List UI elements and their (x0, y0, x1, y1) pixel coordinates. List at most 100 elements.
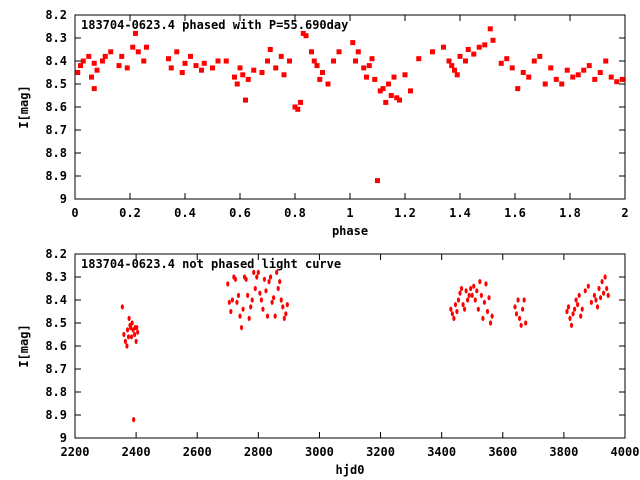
phased-data-point (91, 86, 97, 92)
phased-plot-frame (74, 14, 626, 200)
phased-data-point (80, 58, 86, 64)
phased-data-point (463, 58, 468, 64)
phased-data-point (166, 56, 171, 62)
unphased-data-point (487, 295, 491, 301)
unphased-chart-panel: 183704-0623.4 not phased light curve 8.2… (17, 247, 639, 477)
unphased-data-point (597, 285, 601, 292)
unphased-data-point (132, 331, 137, 338)
phased-chart-panel: 183704-0623.4 phased with P=55.690day 8.… (17, 8, 629, 238)
phased-data-point (201, 60, 207, 66)
phased-data-point (402, 72, 408, 78)
unphased-y-tick-label: 8.8 (45, 385, 67, 399)
phased-y-tick-label: 8.6 (45, 100, 67, 114)
phased-data-point (452, 67, 457, 73)
unphased-data-point (583, 288, 587, 294)
unphased-data-point (566, 304, 571, 310)
phased-data-point (215, 58, 221, 64)
phased-x-tick-label: 1.8 (559, 206, 581, 220)
unphased-data-point (524, 320, 528, 326)
phased-y-tick-label: 9 (60, 192, 67, 206)
phased-y-tick-label: 8.5 (45, 77, 67, 91)
phased-data-point (325, 81, 331, 87)
unphased-data-point (230, 297, 234, 303)
unphased-x-tick-label: 3600 (488, 445, 517, 459)
unphased-data-point (120, 304, 124, 310)
phased-x-tick-label: 1.2 (394, 206, 416, 220)
phased-data-point (383, 99, 389, 105)
phased-data-point (309, 49, 314, 55)
phased-data-point (397, 97, 402, 103)
phased-data-point (245, 76, 251, 82)
phased-data-point (490, 37, 496, 43)
phased-data-point (482, 42, 488, 48)
phased-data-point (476, 44, 482, 50)
phased-data-point (232, 74, 237, 80)
unphased-x-ticks: 2200 2400 2600 2800 3000 3200 3400 3600 3800 4000 (61, 254, 640, 459)
phased-data-point (251, 67, 257, 73)
phased-data-point (174, 49, 180, 55)
unphased-data-point (253, 285, 257, 292)
phased-data-point (243, 97, 248, 103)
unphased-data-point (517, 315, 522, 321)
phased-data-point (355, 49, 361, 55)
unphased-data-point (284, 311, 288, 317)
phased-data-point (350, 40, 356, 46)
phased-data-point (465, 47, 471, 52)
phased-data-point (353, 58, 358, 64)
phased-data-point (320, 70, 325, 75)
phased-data-point (366, 63, 372, 69)
unphased-data-point (577, 292, 581, 298)
unphased-data-point (279, 297, 283, 303)
phased-data-point (592, 76, 598, 82)
unphased-data-point (262, 276, 267, 282)
phased-x-tick-label: 0.2 (119, 206, 141, 220)
unphased-data-point (576, 302, 580, 308)
unphased-x-tick-label: 4000 (611, 445, 640, 459)
phased-y-tick-label: 8.7 (45, 123, 67, 137)
unphased-data-point (282, 315, 286, 321)
unphased-x-tick-label: 3000 (305, 445, 334, 459)
unphased-data-point (127, 315, 131, 321)
phased-y-tick-label: 8.4 (45, 54, 67, 68)
phased-data-point (300, 30, 306, 36)
phased-data-point (133, 30, 138, 36)
phased-x-tick-label: 0.4 (174, 206, 196, 220)
unphased-data-point (132, 417, 136, 423)
phased-data-point (603, 58, 609, 64)
unphased-data-point (452, 315, 456, 321)
unphased-data-point (226, 281, 230, 287)
phased-data-point (116, 63, 122, 69)
unphased-x-axis-label: hjd0 (336, 463, 365, 477)
unphased-data-point (482, 299, 487, 305)
unphased-data-point (275, 269, 279, 275)
unphased-data-point (129, 325, 133, 331)
phased-data-point (303, 33, 309, 39)
unphased-data-point (490, 313, 494, 319)
phased-data-point (388, 93, 394, 98)
phased-data-point (331, 58, 336, 64)
phased-data-point (487, 26, 493, 32)
unphased-data-point (458, 290, 462, 296)
unphased-data-point (285, 302, 289, 308)
unphased-data-points (120, 269, 610, 423)
phased-data-point (526, 74, 532, 80)
unphased-data-point (227, 299, 231, 305)
unphased-data-point (571, 311, 575, 317)
unphased-data-point (281, 304, 285, 310)
phased-y-tick-label: 8.8 (45, 146, 67, 160)
unphased-y-tick-label: 8.7 (45, 362, 67, 376)
unphased-data-point (488, 320, 493, 326)
phased-data-point (199, 67, 204, 73)
phased-data-point (361, 65, 367, 71)
unphased-data-point (241, 306, 245, 312)
unphased-data-point (605, 285, 609, 292)
unphased-data-point (579, 313, 583, 319)
unphased-y-tick-label: 8.5 (45, 316, 67, 330)
unphased-data-point (247, 315, 251, 321)
unphased-y-tick-label: 8.3 (45, 270, 67, 284)
unphased-data-point (136, 329, 140, 335)
phased-data-point (278, 53, 284, 59)
unphased-data-point (595, 304, 600, 310)
phased-data-point (124, 65, 130, 71)
